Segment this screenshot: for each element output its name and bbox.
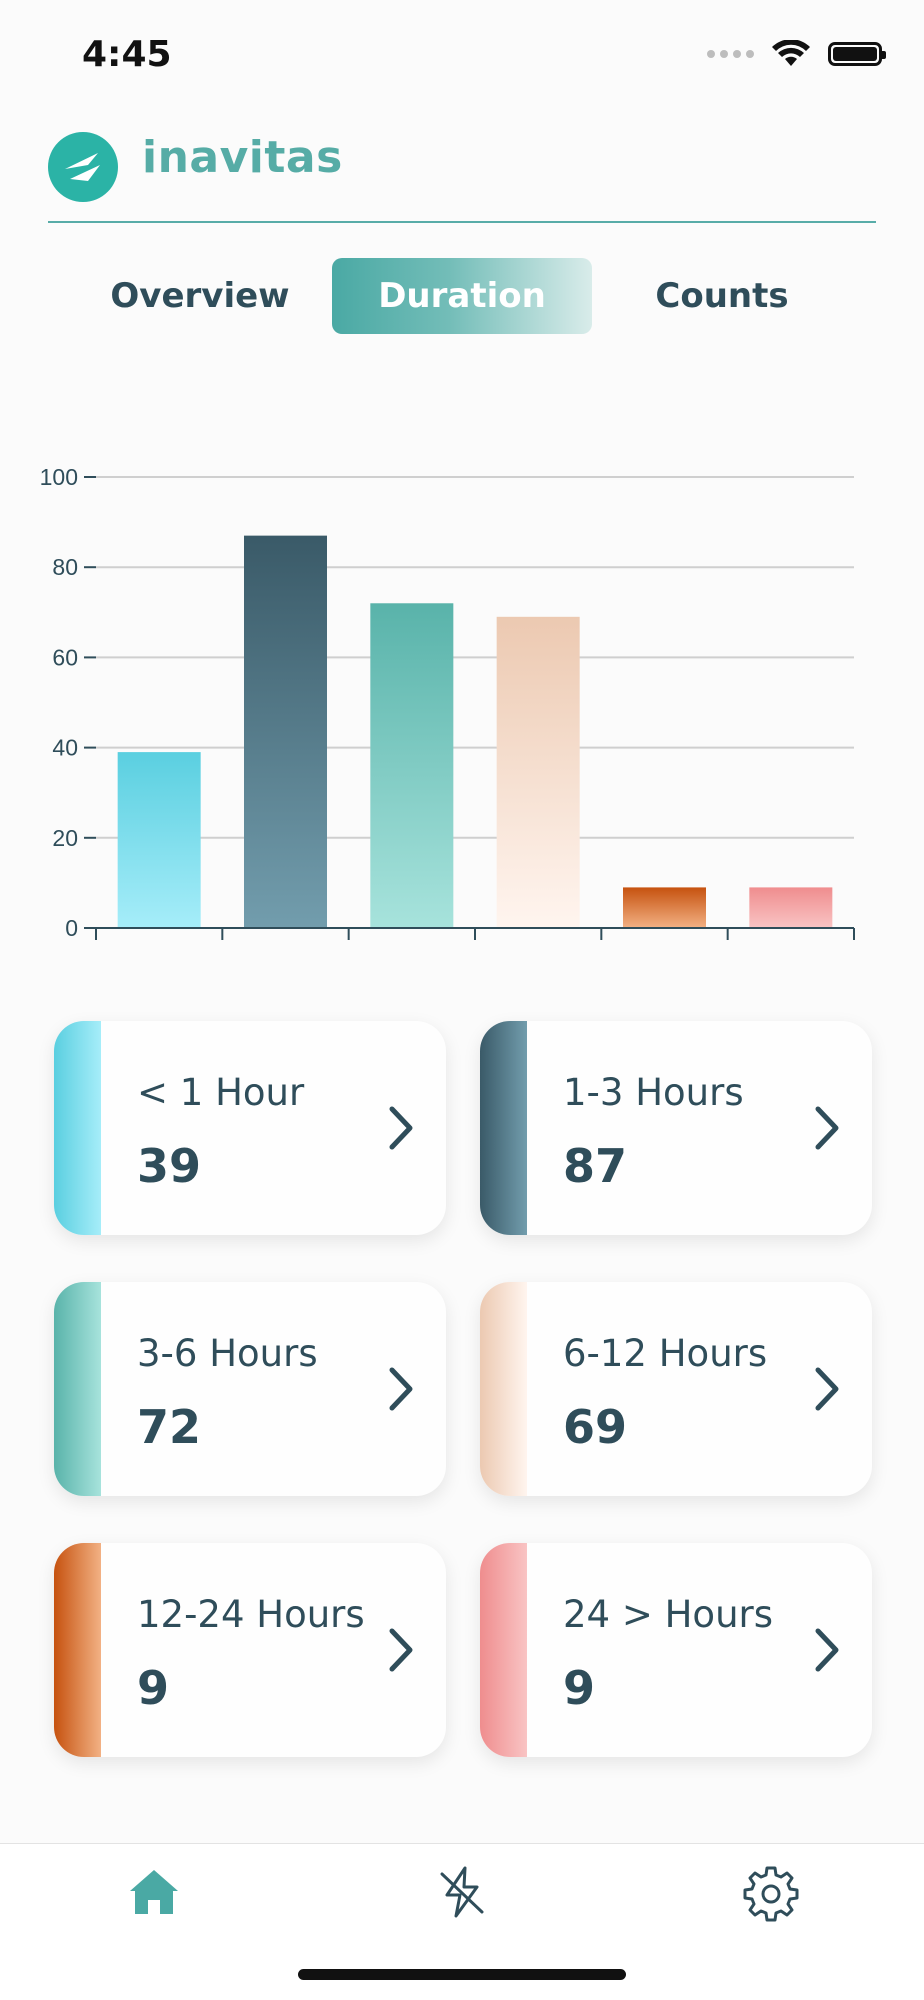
duration-card-gt-24-hours[interactable]: 24 > Hours 9 [480,1543,872,1757]
card-color-strip [54,1543,101,1757]
chevron-right-icon [389,1106,413,1150]
card-value: 9 [563,1661,596,1715]
bar-4 [623,887,706,928]
tab-overview[interactable]: Overview [110,276,290,316]
card-color-strip [480,1282,527,1496]
duration-bar-chart: 0 20 40 60 80 100 [40,464,855,941]
brand-name: inavitas [142,132,343,183]
card-value: 69 [563,1400,628,1454]
bar-2 [370,603,454,928]
y-tick-label: 40 [52,735,78,761]
lightning-off-icon[interactable] [432,1862,492,1922]
bottom-nav-divider [0,1843,924,1844]
card-label: 24 > Hours [563,1593,774,1636]
card-color-strip [54,1021,101,1235]
y-tick-label: 100 [40,464,78,490]
header-divider [48,221,876,223]
card-value: 39 [137,1139,202,1193]
duration-card-6-12-hours[interactable]: 6-12 Hours 69 [480,1282,872,1496]
duration-card-1-3-hours[interactable]: 1-3 Hours 87 [480,1021,872,1235]
duration-card-3-6-hours[interactable]: 3-6 Hours 72 [54,1282,446,1496]
chevron-right-icon [815,1106,839,1150]
logo-icon [48,132,118,202]
card-value: 87 [563,1139,628,1193]
bar-1 [244,535,327,928]
card-label: 12-24 Hours [137,1593,365,1636]
tab-duration[interactable]: Duration [332,258,592,334]
duration-card-12-24-hours[interactable]: 12-24 Hours 9 [54,1543,446,1757]
chevron-right-icon [389,1628,413,1672]
bar-0 [117,752,201,928]
battery-icon [828,42,886,66]
home-icon[interactable] [124,1862,184,1922]
card-color-strip [480,1543,527,1757]
signal-icon [707,50,754,58]
card-value: 9 [137,1661,170,1715]
card-color-strip [480,1021,527,1235]
status-time: 4:45 [82,34,172,75]
gear-icon[interactable] [741,1862,801,1922]
y-tick-label: 20 [52,825,78,851]
bar-5 [749,887,833,928]
card-label: 1-3 Hours [563,1071,744,1114]
y-tick-label: 0 [65,915,78,941]
card-value: 72 [137,1400,202,1454]
status-icons [707,40,886,68]
home-indicator [298,1969,626,1980]
y-tick-label: 80 [52,554,78,580]
chevron-right-icon [815,1628,839,1672]
y-tick-label: 60 [52,644,78,670]
tab-counts[interactable]: Counts [655,276,789,316]
wifi-icon [772,40,810,66]
card-label: < 1 Hour [137,1071,305,1114]
bar-3 [496,616,580,928]
duration-card-lt-1-hour[interactable]: < 1 Hour 39 [54,1021,446,1235]
chevron-right-icon [815,1367,839,1411]
chevron-right-icon [389,1367,413,1411]
card-label: 6-12 Hours [563,1332,768,1375]
card-color-strip [54,1282,101,1496]
card-label: 3-6 Hours [137,1332,318,1375]
